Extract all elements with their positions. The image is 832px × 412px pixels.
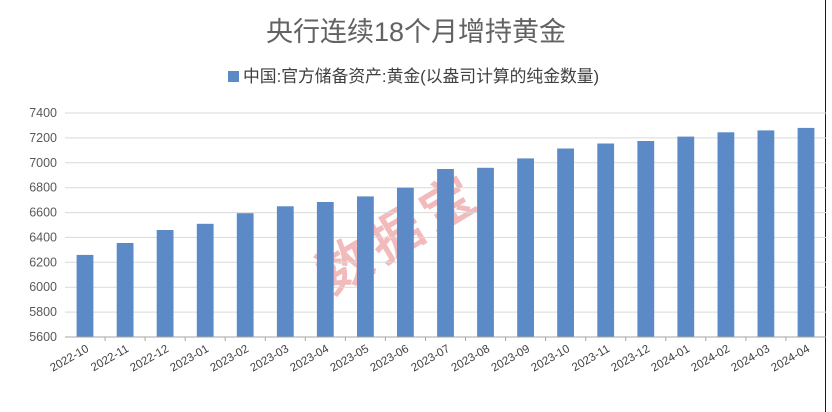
svg-text:5800: 5800 xyxy=(29,305,57,319)
svg-text:6600: 6600 xyxy=(29,206,57,220)
svg-text:7400: 7400 xyxy=(29,106,57,120)
svg-text:6400: 6400 xyxy=(29,230,57,244)
svg-text:6000: 6000 xyxy=(29,280,57,294)
svg-text:5600: 5600 xyxy=(29,330,57,344)
svg-text:7000: 7000 xyxy=(29,156,57,170)
svg-text:6200: 6200 xyxy=(29,255,57,269)
svg-text:7200: 7200 xyxy=(29,131,57,145)
svg-text:6800: 6800 xyxy=(29,181,57,195)
